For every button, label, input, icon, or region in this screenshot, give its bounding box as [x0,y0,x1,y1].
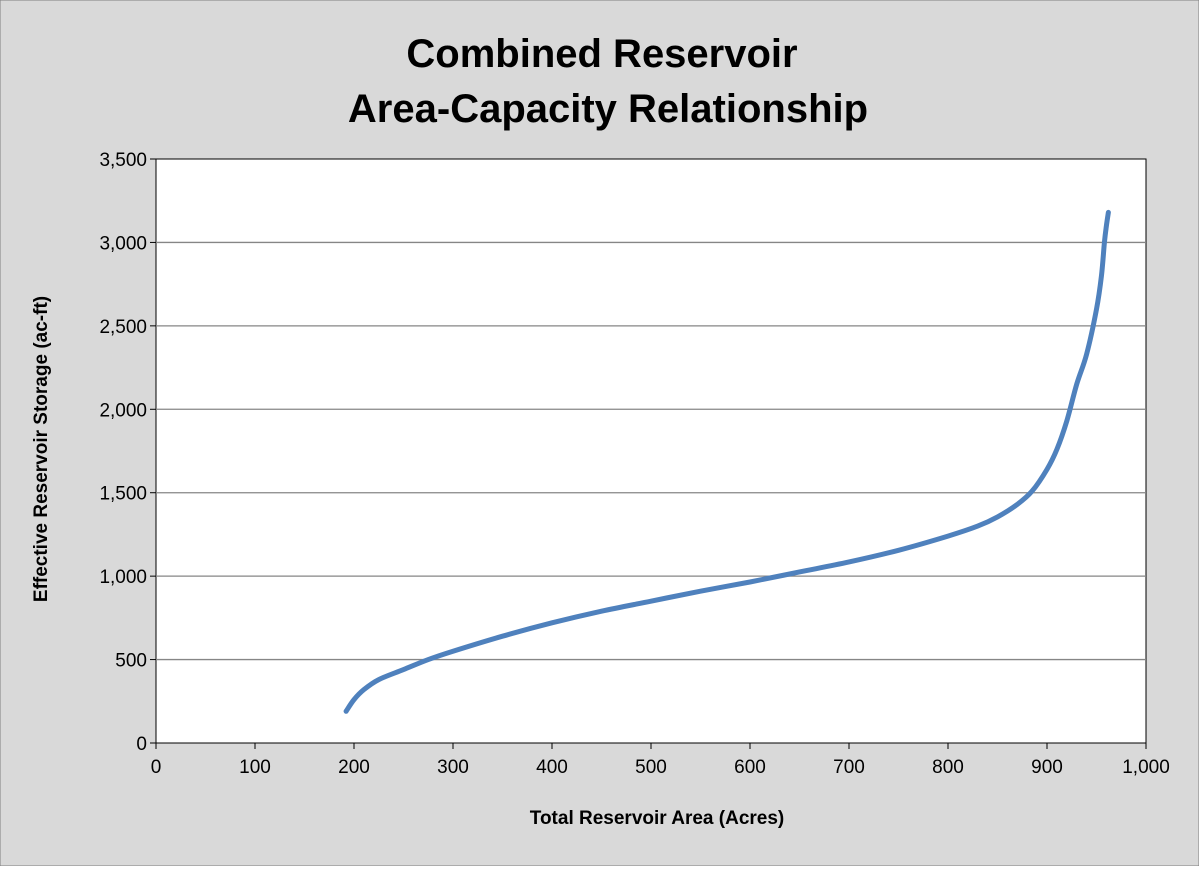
plot-area [155,158,1147,744]
series-group [343,209,1111,714]
x-axis-ticks: 0 100 200 300 400 500 600 700 800 900 1,000 [151,743,1170,778]
y-tick-label: 500 [115,651,147,672]
x-tick-label: 700 [833,757,865,778]
y-tick-label: 3,000 [99,233,147,254]
x-tick-label: 500 [635,757,667,778]
y-axis-label: Effective Reservoir Storage (ac-ft) [31,296,52,602]
y-tick-label: 2,000 [99,400,147,421]
x-tick-label: 900 [1031,757,1063,778]
y-tick-label: 1,000 [99,567,147,588]
y-tick-label: 1,500 [99,484,147,505]
chart-title-line-2: Area-Capacity Relationship [348,87,868,131]
x-tick-label: 100 [239,757,271,778]
x-tick-label: 600 [734,757,766,778]
y-tick-label: 2,500 [99,317,147,338]
y-axis-ticks: 0 500 1,000 1,500 2,000 2,500 3,000 3,500 [99,150,156,755]
y-tick-label: 3,500 [99,150,147,171]
x-tick-label: 1,000 [1122,757,1170,778]
x-tick-label: 0 [151,757,162,778]
x-tick-label: 200 [338,757,370,778]
gridlines [156,241,1146,661]
series-line [343,209,1111,714]
y-tick-label: 0 [136,734,147,755]
chart-title-line-1: Combined Reservoir [406,32,797,76]
x-tick-label: 300 [437,757,469,778]
x-tick-label: 400 [536,757,568,778]
x-tick-label: 800 [932,757,964,778]
x-axis-label: Total Reservoir Area (Acres) [530,808,785,829]
